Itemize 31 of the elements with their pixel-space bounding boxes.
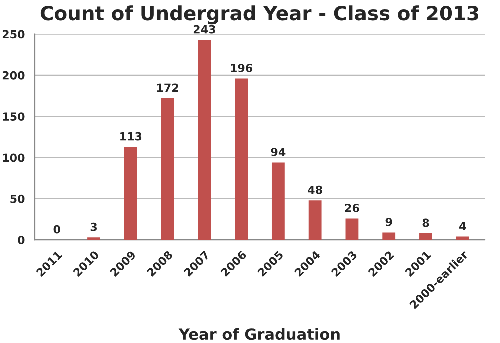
x-axis-title: Year of Graduation [178, 328, 340, 340]
y-tick-label: 200 [2, 71, 25, 80]
data-label: 9 [386, 218, 392, 226]
bar [346, 218, 359, 240]
bar [161, 98, 174, 240]
y-tick-label: 0 [18, 236, 25, 244]
chart-title: Count of Undergrad Year - Class of 2013 [40, 6, 479, 25]
bar [272, 162, 285, 240]
bar [235, 78, 248, 240]
data-label: 8 [422, 218, 430, 228]
data-label: 94 [271, 148, 286, 156]
y-tick-label: 250 [2, 30, 25, 39]
data-label: 3 [90, 222, 97, 232]
data-label: 0 [54, 225, 60, 234]
y-tick-label: 100 [3, 154, 25, 162]
data-label: 243 [194, 25, 216, 34]
y-tick-label: 50 [10, 194, 25, 204]
data-label: 196 [231, 64, 253, 72]
data-label: 48 [308, 186, 322, 194]
data-label: 113 [120, 132, 142, 141]
bar [198, 40, 212, 240]
bar [88, 238, 100, 240]
bar [124, 147, 138, 240]
bar [456, 236, 470, 240]
data-label: 172 [157, 84, 178, 92]
data-label: 26 [345, 204, 360, 212]
bar [420, 234, 432, 240]
y-tick-label: 150 [3, 112, 25, 121]
data-label: 4 [460, 222, 466, 230]
bar [382, 232, 396, 240]
bar [308, 200, 322, 240]
